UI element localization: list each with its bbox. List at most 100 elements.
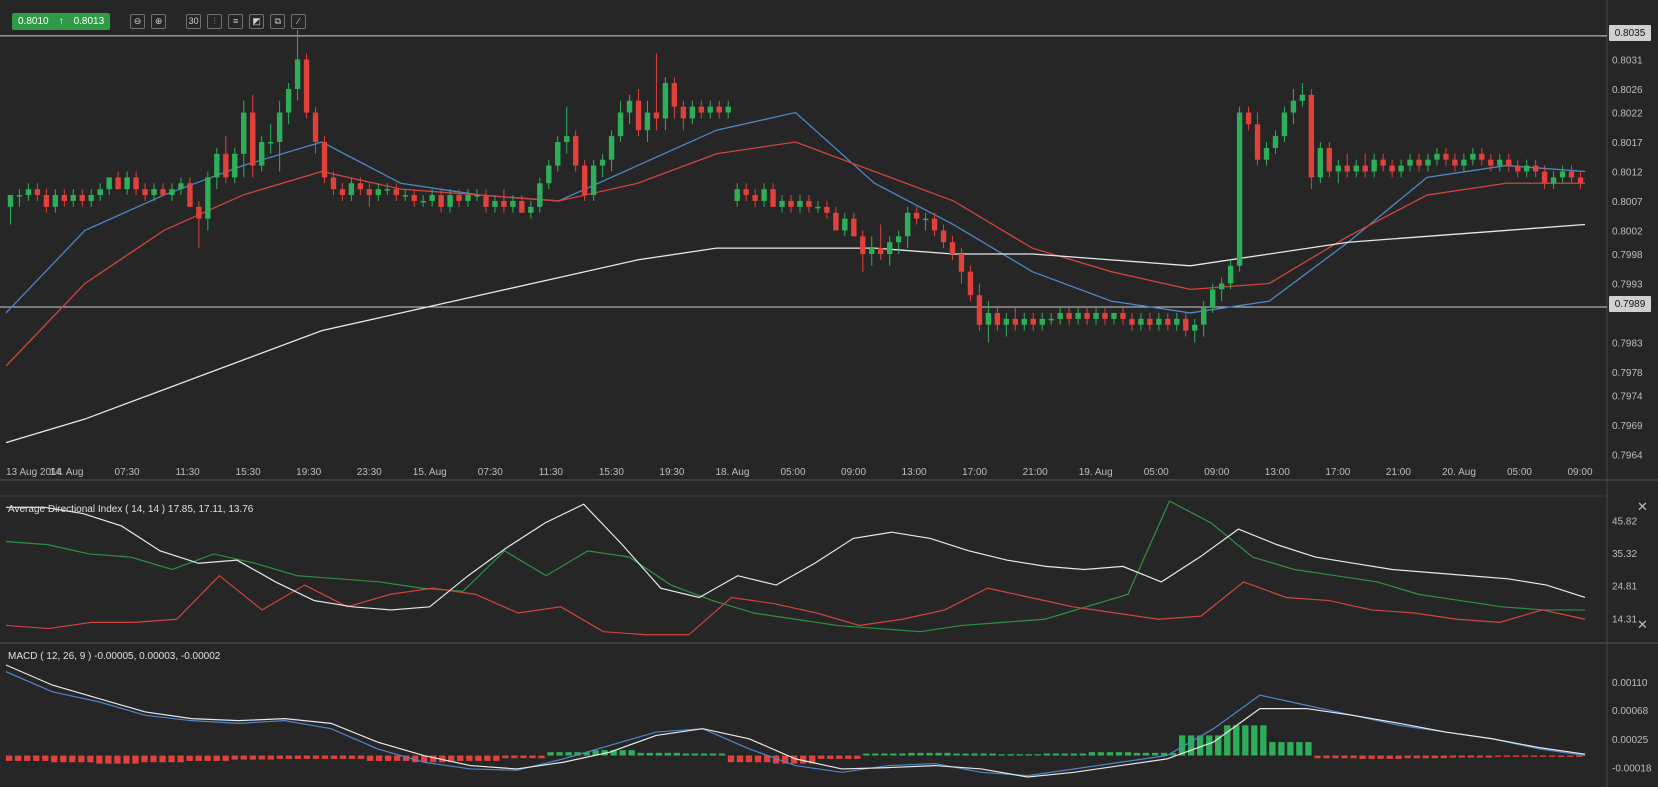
macd-histogram-bar <box>1242 725 1249 756</box>
macd-histogram-bar <box>484 755 491 761</box>
price-tick-label: 0.8017 <box>1612 138 1643 149</box>
macd-histogram-bar <box>15 755 22 761</box>
candle-body <box>734 189 740 201</box>
candle-body <box>1389 165 1395 172</box>
horizontal-line-price-tag[interactable]: 0.7989 <box>1609 296 1651 312</box>
macd-histogram-bar <box>1557 755 1565 757</box>
candle-body <box>1568 171 1575 178</box>
candle-body <box>169 189 175 196</box>
candle-body <box>519 200 525 213</box>
candle-body <box>411 195 417 201</box>
candle-body <box>1371 159 1377 172</box>
macd-histogram-bar <box>421 755 428 763</box>
price-tick-label: 0.7974 <box>1612 391 1643 402</box>
candle-body <box>34 189 41 196</box>
candle-body <box>842 218 848 231</box>
macd-histogram-bar <box>1043 753 1050 756</box>
close-adx-icon[interactable]: ✕ <box>1637 499 1648 514</box>
price-tick-label: 0.7993 <box>1612 279 1643 290</box>
zoom-out-icon[interactable]: ⊖ <box>130 13 146 29</box>
adx-title: Average Directional Index ( 14, 14 ) 17.… <box>8 504 254 515</box>
macd-histogram-bar <box>457 755 464 761</box>
macd-histogram-bar <box>60 755 67 763</box>
macd-histogram-bar <box>1395 755 1402 759</box>
candle-body <box>537 183 543 207</box>
macd-histogram-bar <box>529 755 536 759</box>
macd-histogram-bar <box>1341 755 1348 759</box>
candle-body <box>1048 318 1054 321</box>
candle-body <box>1335 165 1341 172</box>
candle-body <box>1281 112 1288 137</box>
candle-body <box>43 195 50 207</box>
candle-body <box>1192 324 1198 331</box>
candle-body <box>581 165 588 196</box>
macd-histogram-bar <box>1016 754 1023 756</box>
candle-body <box>707 106 713 113</box>
price-tick-label: 0.8012 <box>1612 167 1643 178</box>
macd-histogram-bar <box>123 755 130 764</box>
timeframe-button[interactable]: 30 <box>186 13 202 29</box>
macd-histogram-bar <box>1548 755 1556 757</box>
candle-body <box>967 271 974 296</box>
macd-histogram-bar <box>366 755 374 761</box>
candle-body <box>483 195 489 207</box>
candle-body <box>913 212 920 219</box>
macd-line <box>5 671 1586 777</box>
candle-body <box>1497 159 1503 166</box>
candle-body <box>357 183 364 190</box>
macd-histogram-bar <box>1278 742 1285 756</box>
draw-line-icon[interactable]: ∕ <box>291 13 307 29</box>
candle-body <box>250 112 256 166</box>
drawing-tools-icon[interactable]: ◩ <box>249 13 265 29</box>
macd-histogram-bar <box>475 755 482 761</box>
candle-body <box>1577 177 1584 184</box>
close-macd-icon[interactable]: ✕ <box>1637 617 1648 632</box>
minus-di-line <box>5 574 1586 636</box>
macd-histogram-bar <box>1503 755 1511 757</box>
time-axis-label: 21:00 <box>1023 467 1048 478</box>
macd-histogram-bar <box>1296 742 1303 756</box>
zoom-in-icon[interactable]: ⊕ <box>151 13 167 29</box>
indicators-icon[interactable]: ≡ <box>228 13 244 29</box>
candle-body <box>1003 318 1010 325</box>
macd-histogram-bar <box>673 752 681 756</box>
candle-body <box>375 189 382 196</box>
macd-histogram-bar <box>186 755 193 761</box>
macd-histogram-bar <box>195 755 202 761</box>
macd-histogram-bar <box>691 753 699 756</box>
macd-histogram-bar <box>1305 742 1312 756</box>
macd-tick-label: 0.00068 <box>1612 706 1649 717</box>
macd-histogram-bar <box>1521 755 1529 757</box>
macd-histogram-bar <box>511 755 518 759</box>
macd-histogram-bar <box>330 755 338 759</box>
candle-body <box>465 195 471 201</box>
macd-histogram-bar <box>96 755 103 764</box>
candle-body <box>1138 318 1144 325</box>
macd-histogram-bar <box>836 755 843 759</box>
macd-histogram-bar <box>132 755 139 764</box>
macd-histogram-bar <box>384 755 392 761</box>
quote-badge[interactable]: 0.8010 ↑ 0.8013 <box>12 12 111 30</box>
time-axis-label: 05:00 <box>1507 467 1532 478</box>
macd-histogram-bar <box>105 755 112 764</box>
candle-body <box>1039 318 1045 325</box>
candle-body <box>1299 94 1306 101</box>
macd-histogram-bar <box>177 755 184 763</box>
candle-body <box>106 177 112 190</box>
macd-histogram-bar <box>1413 755 1420 759</box>
candle-body <box>922 218 929 221</box>
candle-body <box>1272 136 1279 148</box>
candle-body <box>384 189 390 191</box>
macd-histogram-bar <box>1088 752 1096 756</box>
candle-body <box>1263 147 1270 160</box>
candle-body <box>1461 159 1467 166</box>
macd-histogram-bar <box>276 755 284 759</box>
templates-icon[interactable]: ⧉ <box>270 13 286 29</box>
candle-body <box>878 248 884 254</box>
candle-body <box>312 112 319 142</box>
candle-body <box>1254 124 1261 160</box>
candle-body <box>1066 312 1072 319</box>
chart-type-icon[interactable]: ⫶ <box>207 13 223 29</box>
macd-histogram-bar <box>312 755 320 759</box>
